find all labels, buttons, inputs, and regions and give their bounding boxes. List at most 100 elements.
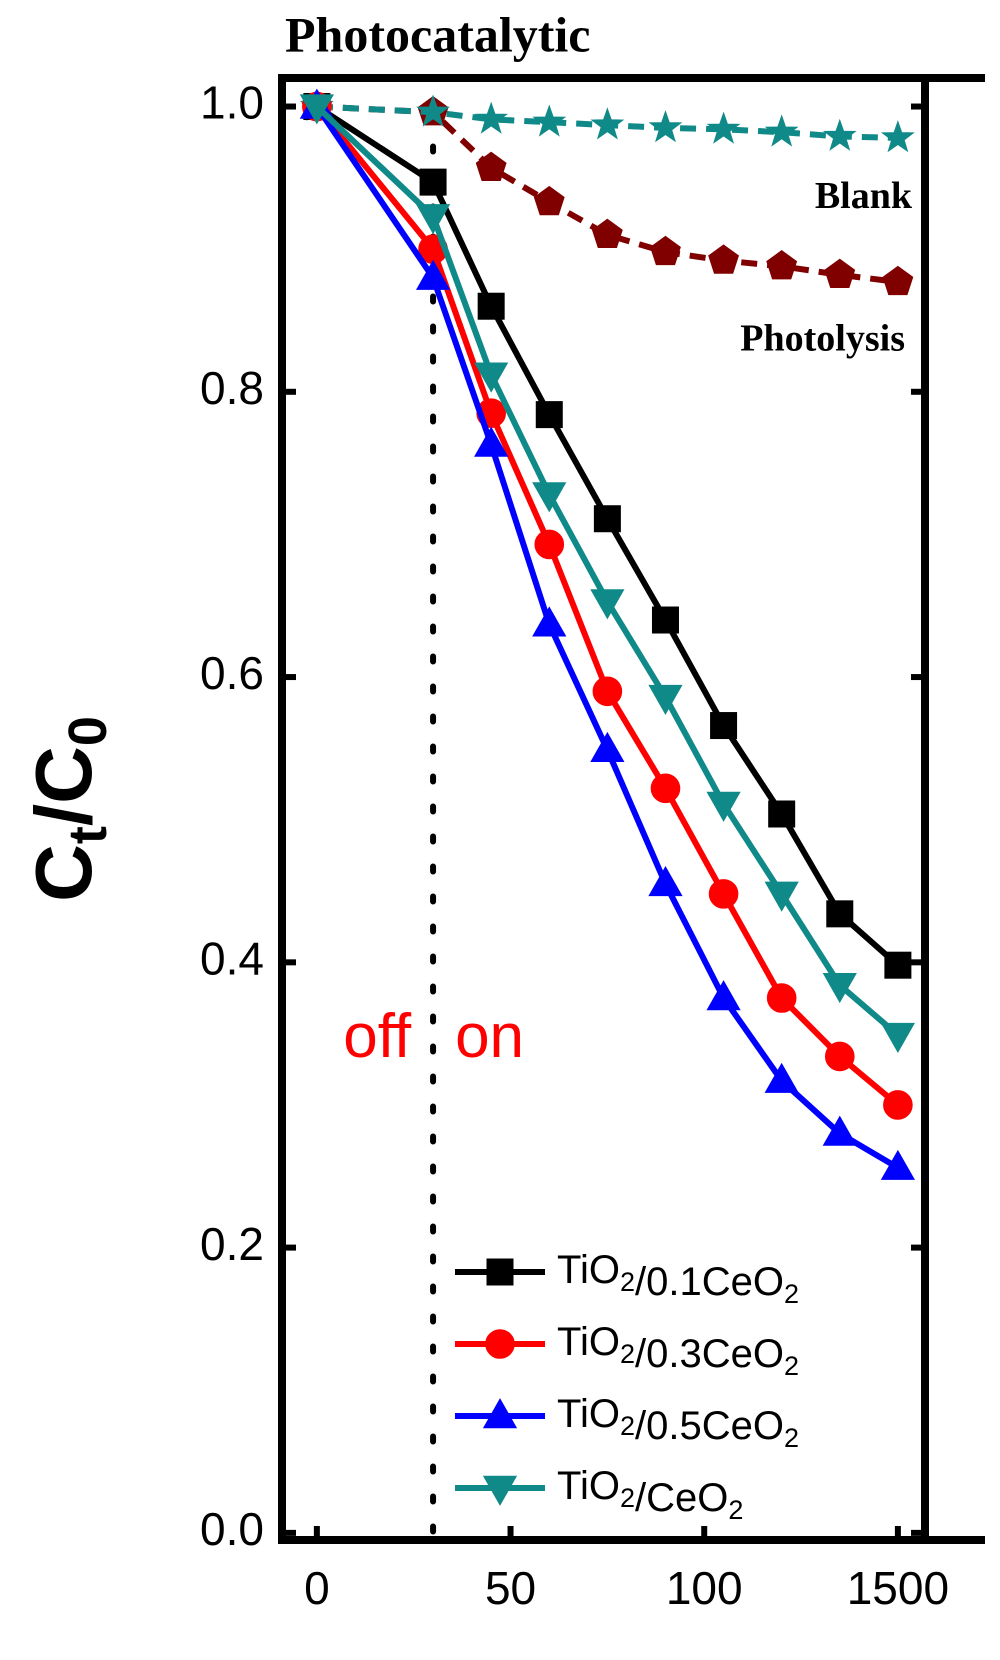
marker bbox=[822, 1115, 857, 1146]
marker bbox=[477, 292, 505, 320]
marker bbox=[533, 185, 565, 216]
annotation-blank: Blank bbox=[815, 175, 913, 217]
legend-label: TiO2/CeO2 bbox=[557, 1464, 743, 1526]
annotation-photolysis: Photolysis bbox=[740, 318, 905, 360]
series-line bbox=[314, 104, 900, 1038]
series-line bbox=[314, 104, 900, 1108]
legend-label: TiO2/0.1CeO2 bbox=[557, 1248, 799, 1310]
y-tick-label: 0.6 bbox=[200, 647, 264, 699]
marker bbox=[591, 218, 623, 249]
marker bbox=[708, 244, 740, 274]
x-tick-label: 1500 bbox=[847, 1562, 949, 1614]
legend-label-part: /0.3CeO bbox=[635, 1332, 784, 1376]
marker bbox=[883, 1090, 913, 1120]
series-line bbox=[316, 103, 898, 141]
marker bbox=[884, 951, 912, 979]
legend-label-part: TiO bbox=[557, 1248, 620, 1292]
marker bbox=[650, 235, 681, 266]
marker bbox=[474, 426, 509, 457]
marker bbox=[590, 107, 625, 140]
marker bbox=[824, 258, 856, 288]
chart-title: Photocatalytic bbox=[285, 6, 590, 62]
marker bbox=[532, 104, 567, 137]
legend-label-part: /CeO bbox=[635, 1476, 728, 1520]
marker bbox=[475, 151, 507, 181]
marker bbox=[648, 865, 683, 897]
marker bbox=[485, 1329, 515, 1359]
marker bbox=[706, 111, 741, 144]
marker bbox=[651, 606, 679, 634]
marker bbox=[648, 684, 683, 715]
marker bbox=[590, 589, 625, 620]
series-line bbox=[315, 104, 900, 968]
marker bbox=[482, 1398, 518, 1429]
marker bbox=[482, 1475, 518, 1506]
marker bbox=[708, 879, 739, 909]
y-tick-label: 0.8 bbox=[200, 362, 264, 414]
legend-label-part: 2 bbox=[620, 1483, 635, 1513]
legend-label-part: 2 bbox=[784, 1279, 799, 1309]
marker bbox=[590, 731, 625, 763]
x-tick-label: 50 bbox=[485, 1562, 536, 1614]
y-axis-label: Ct/C0 bbox=[19, 716, 118, 902]
marker bbox=[415, 259, 451, 290]
marker bbox=[764, 1062, 799, 1093]
legend-label-part: TiO bbox=[557, 1464, 620, 1508]
y-tick-label: 0.4 bbox=[200, 932, 264, 984]
marker bbox=[593, 505, 621, 533]
annotation-off: off bbox=[343, 1002, 412, 1071]
marker bbox=[826, 900, 854, 928]
marker bbox=[882, 265, 914, 296]
marker bbox=[764, 114, 799, 147]
marker bbox=[768, 800, 796, 828]
y-tick-label: 0.2 bbox=[200, 1218, 264, 1270]
marker bbox=[822, 118, 857, 151]
marker bbox=[474, 362, 509, 393]
legend-label-part: 2 bbox=[620, 1411, 635, 1441]
marker bbox=[532, 606, 567, 637]
marker bbox=[648, 110, 683, 143]
legend-label-part: 2 bbox=[784, 1351, 799, 1381]
marker bbox=[419, 168, 447, 196]
x-tick-label: 0 bbox=[304, 1562, 330, 1614]
marker bbox=[532, 482, 567, 513]
legend-label-part: 2 bbox=[728, 1495, 743, 1525]
marker bbox=[535, 401, 563, 429]
marker bbox=[415, 204, 451, 235]
marker bbox=[880, 120, 915, 153]
y-axis-label-part: t bbox=[58, 826, 118, 844]
marker bbox=[706, 980, 741, 1011]
marker bbox=[764, 881, 799, 912]
x-tick-label: 100 bbox=[666, 1562, 743, 1614]
marker bbox=[766, 983, 797, 1013]
legend-label: TiO2/0.5CeO2 bbox=[557, 1392, 799, 1454]
y-axis-label-part: 0 bbox=[58, 716, 118, 746]
legend-label-part: 2 bbox=[784, 1423, 799, 1453]
y-tick-label: 1.0 bbox=[200, 77, 264, 129]
marker bbox=[822, 972, 857, 1004]
y-axis-label-part: /C bbox=[19, 746, 108, 826]
legend-label-part: 2 bbox=[620, 1339, 635, 1369]
legend-label-part: /0.1CeO bbox=[635, 1260, 784, 1304]
legend-label-part: TiO bbox=[557, 1392, 620, 1436]
marker bbox=[650, 773, 681, 804]
y-axis-label-part: C bbox=[19, 844, 108, 902]
legend-label-part: /0.5CeO bbox=[635, 1404, 784, 1448]
annotation-on: on bbox=[455, 1002, 524, 1071]
marker bbox=[416, 94, 450, 127]
marker bbox=[824, 1041, 855, 1072]
legend-label: TiO2/0.3CeO2 bbox=[557, 1320, 799, 1382]
marker bbox=[880, 1149, 915, 1180]
y-tick-label: 0.0 bbox=[200, 1503, 264, 1555]
marker bbox=[592, 676, 623, 707]
marker bbox=[880, 1022, 915, 1053]
marker bbox=[706, 791, 741, 822]
series-line bbox=[314, 104, 900, 1171]
marker bbox=[474, 101, 509, 134]
marker bbox=[534, 529, 565, 560]
marker bbox=[766, 250, 798, 280]
series-line bbox=[316, 103, 899, 285]
marker bbox=[710, 712, 738, 740]
marker bbox=[299, 94, 334, 125]
